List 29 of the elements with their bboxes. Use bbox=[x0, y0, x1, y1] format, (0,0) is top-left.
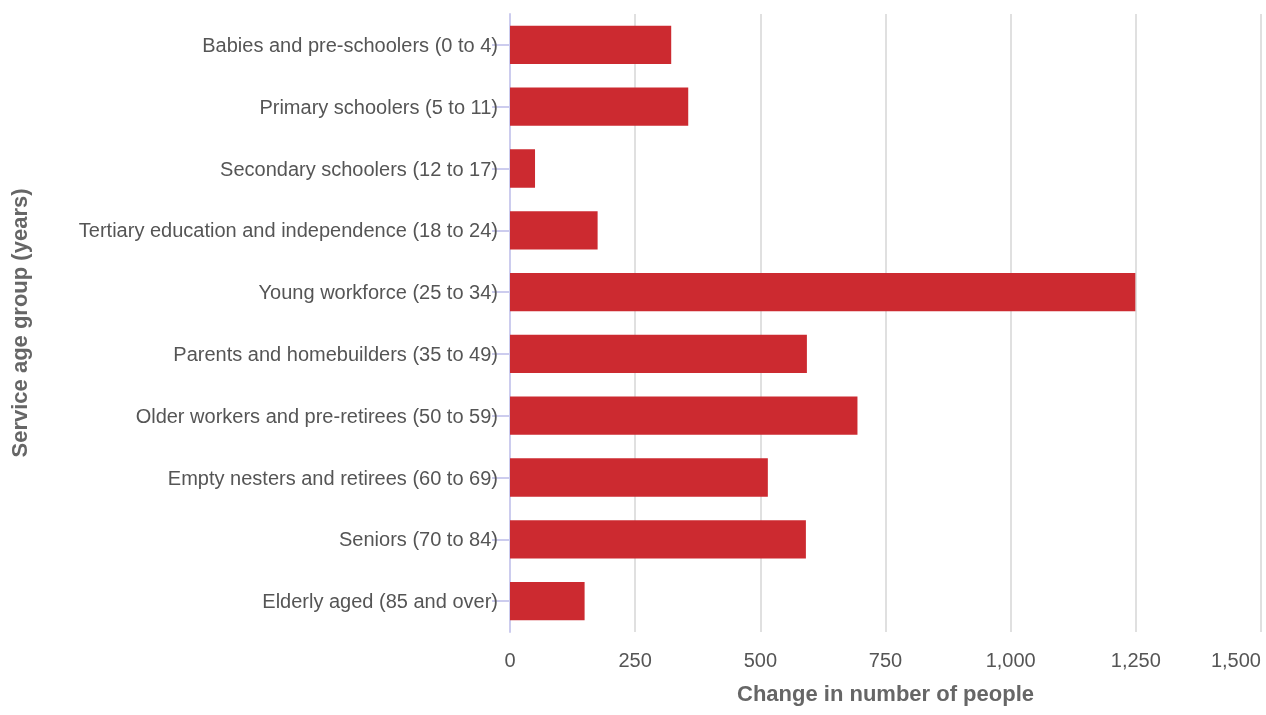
bar bbox=[510, 149, 536, 188]
bar bbox=[510, 211, 598, 250]
x-tick-label: 500 bbox=[743, 649, 778, 671]
x-tick-label: 1,000 bbox=[985, 649, 1036, 671]
y-tick-label: Seniors (70 to 84) bbox=[339, 528, 498, 551]
bar bbox=[510, 396, 858, 435]
bar bbox=[510, 334, 807, 374]
y-tick-label: Young workforce (25 to 34) bbox=[258, 281, 498, 304]
x-tick-label: 1,500 bbox=[1210, 649, 1261, 671]
x-axis-title: Change in number of people bbox=[736, 680, 1035, 706]
bar bbox=[510, 458, 768, 497]
y-tick-label: Elderly aged (85 and over) bbox=[262, 590, 498, 613]
bar bbox=[510, 581, 585, 621]
y-tick-label: Babies and pre-schoolers (0 to 4) bbox=[202, 33, 498, 56]
x-tick-label: 750 bbox=[868, 649, 903, 671]
bar bbox=[510, 272, 1136, 312]
x-tick-label: 250 bbox=[618, 649, 652, 671]
y-tick-label: Empty nesters and retirees (60 to 69) bbox=[167, 466, 498, 489]
bar bbox=[510, 25, 672, 65]
x-tick-label: 0 bbox=[504, 649, 516, 671]
y-tick-label: Parents and homebuilders (35 to 49) bbox=[173, 342, 498, 365]
bar bbox=[510, 520, 806, 559]
y-tick-label: Older workers and pre-retirees (50 to 59) bbox=[135, 404, 498, 427]
bar bbox=[510, 87, 689, 126]
y-tick-label: Secondary schoolers (12 to 17) bbox=[220, 157, 498, 180]
y-axis-title: Service age group (years) bbox=[6, 188, 32, 458]
x-tick-label: 1,250 bbox=[1110, 649, 1161, 671]
y-tick-label: Tertiary education and independence (18 to 24) bbox=[78, 219, 498, 242]
y-tick-label: Primary schoolers (5 to 11) bbox=[259, 95, 498, 118]
